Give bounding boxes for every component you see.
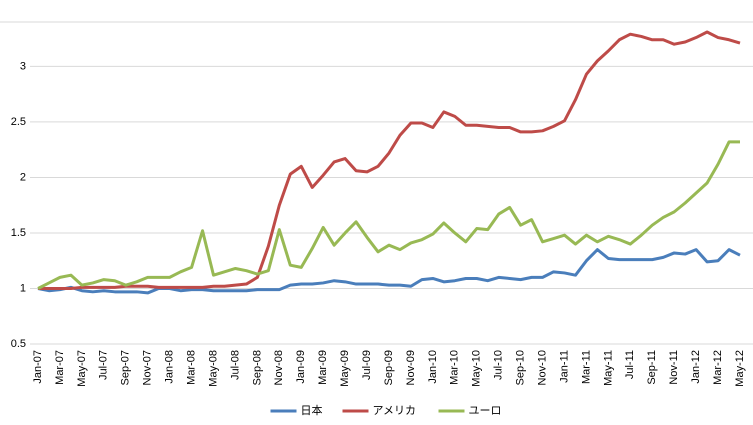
y-tick-label: 0.5 [11,338,26,350]
x-tick-label: Sep-08 [251,350,263,385]
legend-label: ユーロ [469,405,502,417]
x-tick-label: Nov-11 [668,350,680,385]
x-tick-label: Mar-11 [580,350,592,384]
x-tick-label: Mar-10 [449,350,461,385]
x-tick-label: May-11 [602,350,614,386]
x-tick-label: Sep-07 [120,350,132,385]
x-tick-label: Jul-09 [361,350,373,380]
x-tick-label: Mar-12 [712,350,724,385]
x-tick-label: Mar-08 [185,350,197,385]
line-series [37,248,741,295]
x-tick-label: Nov-09 [405,350,417,385]
x-tick-label: May-09 [339,350,351,387]
x-tick-label: Jul-10 [493,350,505,380]
x-tick-label: Mar-07 [54,350,66,385]
x-tick-label: May-07 [76,350,88,387]
x-tick-label: Sep-10 [515,350,527,385]
line-series [37,140,740,290]
x-tick-label: May-10 [471,350,483,387]
x-tick-label: Jan-11 [558,350,570,383]
y-tick-label: 3 [20,60,26,72]
y-tick-label: 1.5 [11,227,26,239]
x-tick-label: Jul-07 [98,350,110,380]
legend-label: アメリカ [373,404,416,417]
x-tick-label: Jan-09 [295,350,307,384]
y-tick-label: 1 [20,282,26,294]
x-tick-label: Nov-10 [536,350,548,385]
x-tick-label: Mar-09 [317,350,329,385]
x-tick-label: Sep-09 [383,350,395,385]
x-tick-label: Jan-12 [690,350,702,384]
x-tick-label: Sep-11 [646,350,658,385]
x-tick-label: Jan-07 [32,350,44,384]
x-tick-label: May-12 [734,350,746,387]
x-tick-label: Jan-10 [427,350,439,384]
line-series [38,30,741,290]
y-tick-label: 2 [20,171,26,183]
legend-label: 日本 [301,403,323,417]
x-tick-label: Jul-08 [229,350,241,380]
y-tick-label: 2.5 [11,116,26,128]
x-tick-label: Jul-11 [624,350,636,379]
x-tick-label: Nov-08 [273,350,285,385]
x-tick-label: May-08 [207,350,219,387]
x-tick-label: Nov-07 [142,350,154,385]
x-tick-label: Jan-08 [164,350,176,384]
